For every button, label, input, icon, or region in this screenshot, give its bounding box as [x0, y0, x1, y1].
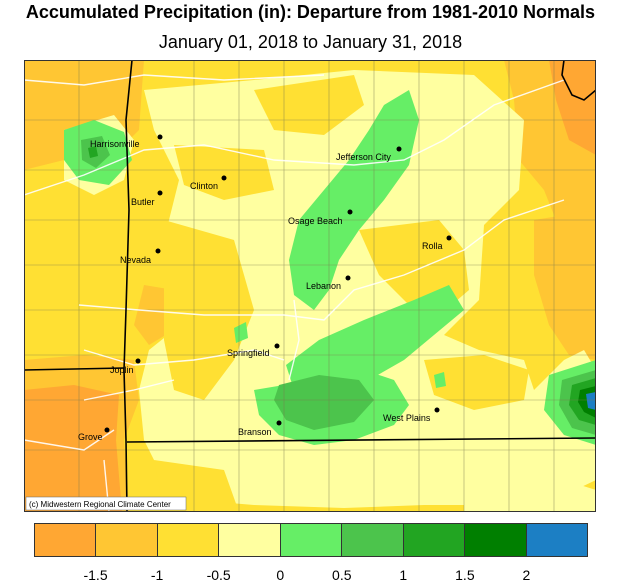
- city-dot: [274, 343, 280, 349]
- city-label-west-plains: West Plains: [383, 413, 431, 423]
- legend-tick-label: -0.5: [206, 567, 231, 583]
- contour-region: [534, 210, 596, 360]
- legend-tick-label: -1: [150, 567, 164, 583]
- city-label-harrisonville: Harrisonville: [90, 139, 140, 149]
- legend-tick-label: 1.5: [455, 567, 475, 583]
- legend-swatch: [219, 524, 281, 556]
- city-dot: [157, 134, 163, 140]
- county-boundaries: [24, 60, 596, 512]
- city-dot: [135, 358, 141, 364]
- legend-swatch: [157, 524, 220, 556]
- city-label-rolla: Rolla: [422, 241, 443, 251]
- contour-region: [586, 392, 596, 410]
- city-markers: [104, 134, 452, 433]
- contour-region: [434, 372, 446, 388]
- credit-text: (c) Midwestern Regional Climate Center: [29, 500, 171, 509]
- city-dot: [434, 407, 440, 413]
- legend-tick-label: 0.5: [332, 567, 352, 583]
- city-dot: [276, 420, 282, 426]
- city-dot: [104, 427, 110, 433]
- legend-swatch: [342, 524, 404, 556]
- city-dot: [221, 175, 227, 181]
- map-frame: [24, 60, 596, 512]
- color-legend: [34, 523, 588, 557]
- city-dot: [155, 248, 161, 254]
- map-subtitle: January 01, 2018 to January 31, 2018: [158, 32, 463, 52]
- city-dot: [347, 209, 353, 215]
- contour-region: [289, 90, 419, 310]
- city-label-springfield: Springfield: [227, 348, 270, 358]
- legend-tick-label: 1: [399, 567, 408, 583]
- legend-swatch: [96, 524, 158, 556]
- contour-region: [286, 285, 464, 390]
- contour-region: [549, 60, 596, 155]
- map-title: Accumulated Precipitation (in): Departur…: [25, 2, 596, 22]
- contour-region: [274, 375, 374, 430]
- city-dot: [157, 190, 163, 196]
- legend-swatch: [465, 524, 527, 556]
- city-label-clinton: Clinton: [190, 181, 218, 191]
- city-dot: [396, 146, 402, 152]
- city-label-grove: Grove: [78, 432, 103, 442]
- city-label-jefferson-city: Jefferson City: [336, 152, 391, 162]
- precipitation-map: Harrisonville Clinton Butler Jefferson C…: [24, 60, 596, 512]
- legend-swatch: [403, 524, 466, 556]
- legend-tick-label: 2: [522, 567, 531, 583]
- legend-tick-labels: -1.5 -1 -0.5 0 0.5 1 1.5 2: [0, 567, 621, 585]
- city-dot: [345, 275, 351, 281]
- state-boundaries: [24, 60, 596, 512]
- legend-swatch: [280, 524, 343, 556]
- city-label-butler: Butler: [131, 197, 155, 207]
- city-label-joplin: Joplin: [110, 365, 134, 375]
- city-label-osage-beach: Osage Beach: [288, 216, 343, 226]
- contour-region: [174, 145, 274, 200]
- city-label-lebanon: Lebanon: [306, 281, 341, 291]
- city-dot: [446, 235, 452, 241]
- legend-tick-label: -1.5: [83, 567, 108, 583]
- legend-swatch: [35, 524, 97, 556]
- contour-region: [464, 480, 596, 512]
- contour-region: [88, 146, 98, 158]
- credit-box: [25, 496, 187, 511]
- city-label-branson: Branson: [238, 427, 272, 437]
- city-label-nevada: Nevada: [120, 255, 151, 265]
- legend-tick-label: 0: [276, 567, 285, 583]
- highways: [24, 74, 565, 512]
- legend-swatch: [526, 524, 587, 556]
- contour-region: [424, 355, 529, 410]
- contour-region: [234, 322, 248, 343]
